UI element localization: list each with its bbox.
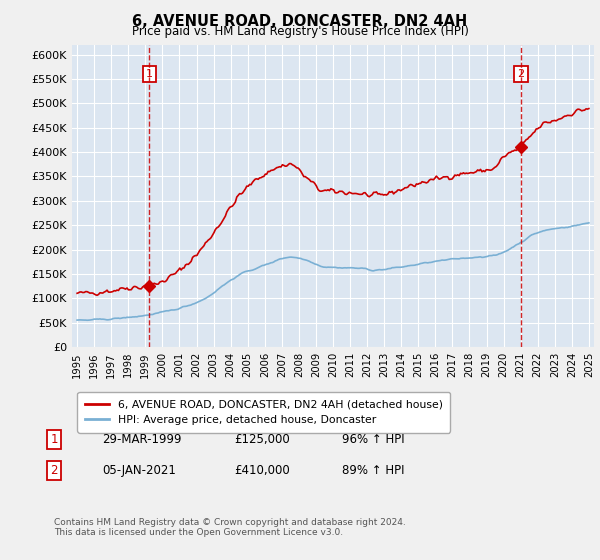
Text: 29-MAR-1999: 29-MAR-1999 bbox=[102, 433, 182, 446]
Text: Contains HM Land Registry data © Crown copyright and database right 2024.
This d: Contains HM Land Registry data © Crown c… bbox=[54, 518, 406, 538]
Text: £125,000: £125,000 bbox=[234, 433, 290, 446]
Text: 6, AVENUE ROAD, DONCASTER, DN2 4AH: 6, AVENUE ROAD, DONCASTER, DN2 4AH bbox=[133, 14, 467, 29]
Text: £410,000: £410,000 bbox=[234, 464, 290, 477]
Text: 1: 1 bbox=[50, 433, 58, 446]
Text: 96% ↑ HPI: 96% ↑ HPI bbox=[342, 433, 404, 446]
Text: 89% ↑ HPI: 89% ↑ HPI bbox=[342, 464, 404, 477]
Text: Price paid vs. HM Land Registry's House Price Index (HPI): Price paid vs. HM Land Registry's House … bbox=[131, 25, 469, 38]
Text: 2: 2 bbox=[50, 464, 58, 477]
Legend: 6, AVENUE ROAD, DONCASTER, DN2 4AH (detached house), HPI: Average price, detache: 6, AVENUE ROAD, DONCASTER, DN2 4AH (deta… bbox=[77, 392, 450, 432]
Text: 2: 2 bbox=[517, 69, 524, 79]
Text: 1: 1 bbox=[146, 69, 153, 79]
Text: 05-JAN-2021: 05-JAN-2021 bbox=[102, 464, 176, 477]
